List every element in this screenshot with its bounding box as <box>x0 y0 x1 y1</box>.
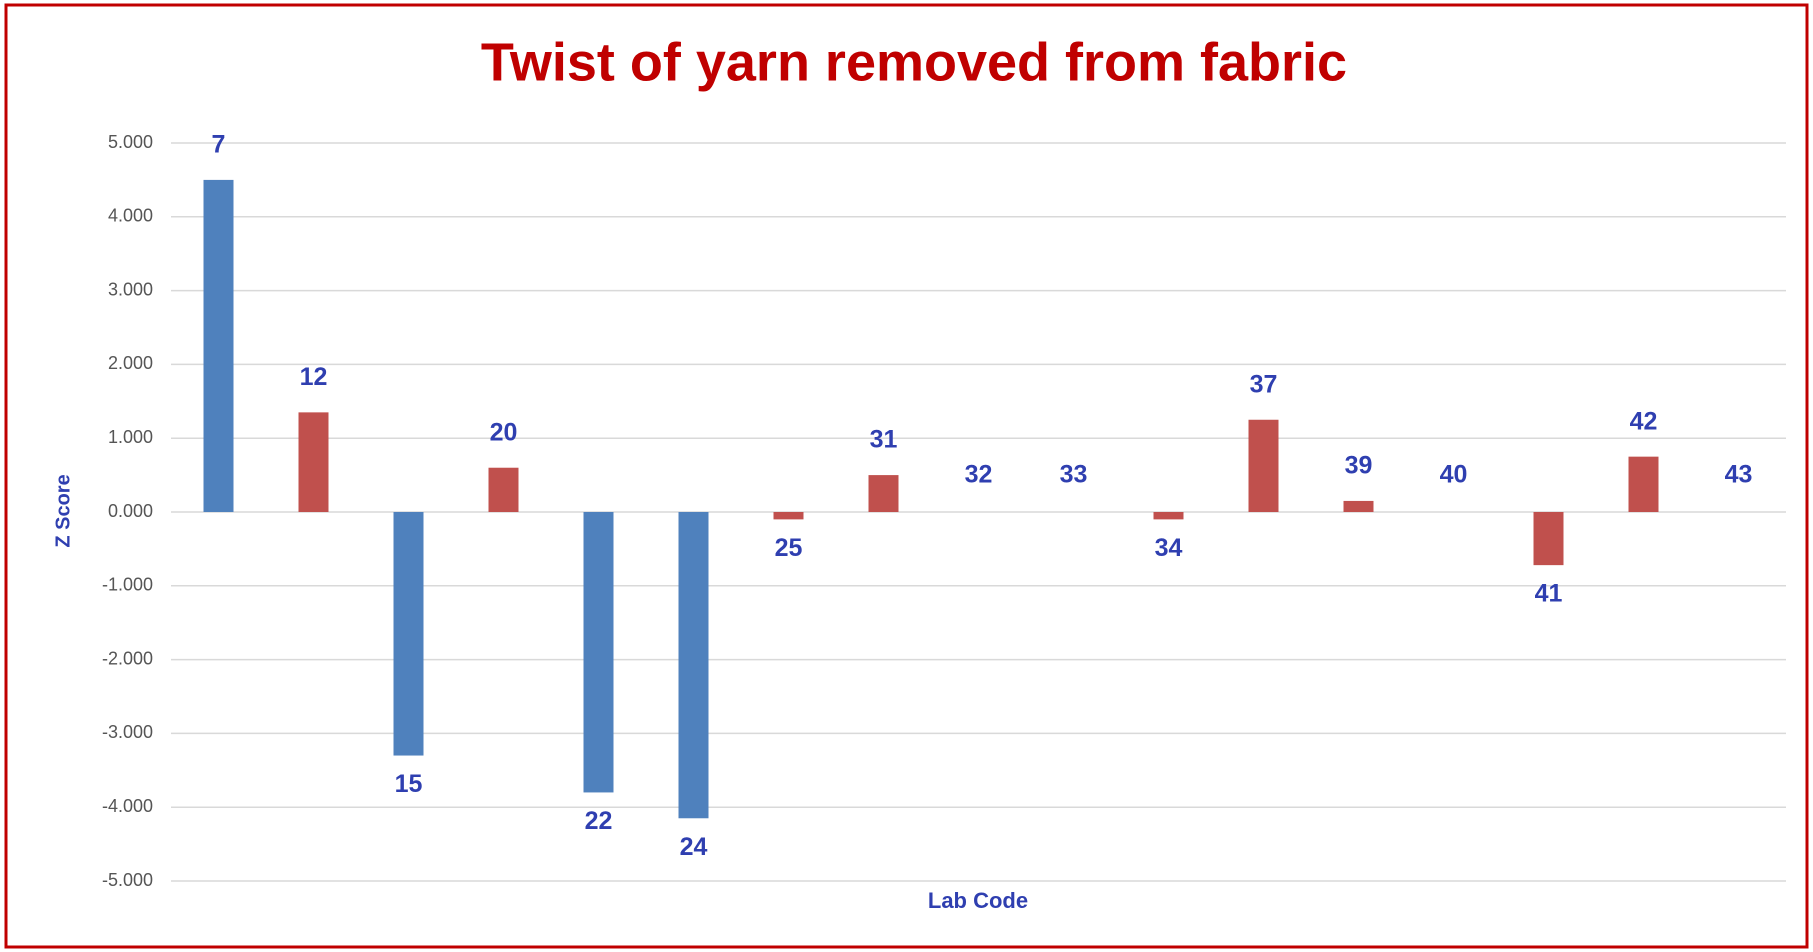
data-label: 15 <box>395 770 423 798</box>
bar <box>393 512 424 756</box>
y-tick-label: -1.000 <box>102 575 153 595</box>
data-label: 20 <box>490 418 518 446</box>
bar <box>488 467 519 512</box>
bar <box>203 179 234 512</box>
y-tick-label: -2.000 <box>102 648 153 668</box>
bar <box>678 512 709 819</box>
y-tick-label: -3.000 <box>102 722 153 742</box>
data-label: 31 <box>870 426 898 454</box>
data-label: 42 <box>1630 407 1658 435</box>
y-tick-label: 1.000 <box>108 427 153 447</box>
x-axis-label: Lab Code <box>928 888 1028 913</box>
data-label: 32 <box>965 461 993 489</box>
data-label: 37 <box>1250 370 1278 398</box>
data-label: 34 <box>1155 534 1183 562</box>
bar <box>298 412 329 512</box>
bar <box>1628 456 1659 512</box>
data-label: 24 <box>680 833 708 861</box>
y-tick-label: 3.000 <box>108 279 153 299</box>
data-label: 12 <box>300 363 328 391</box>
y-tick-label: 4.000 <box>108 206 153 226</box>
data-label: 43 <box>1725 461 1753 489</box>
data-label: 7 <box>212 131 226 159</box>
bar <box>1343 500 1374 512</box>
chart-title: Twist of yarn removed from fabric <box>481 32 1347 92</box>
bar <box>1248 419 1279 512</box>
y-tick-label: -4.000 <box>102 796 153 816</box>
y-tick-label: 0.000 <box>108 501 153 521</box>
y-axis-label: Z Score <box>52 474 74 547</box>
data-label: 40 <box>1440 461 1468 489</box>
data-label: 33 <box>1060 461 1088 489</box>
data-label: 41 <box>1535 580 1563 608</box>
bar <box>583 512 614 793</box>
bar <box>1533 512 1564 566</box>
bar <box>1153 512 1184 520</box>
data-label: 39 <box>1345 452 1373 480</box>
y-tick-label: -5.000 <box>102 870 153 890</box>
data-label: 25 <box>775 534 803 562</box>
bar <box>868 475 899 512</box>
data-label: 22 <box>585 807 613 835</box>
y-tick-label: 5.000 <box>108 132 153 152</box>
chart-frame <box>4 3 1809 949</box>
bar <box>773 512 804 520</box>
y-tick-label: 2.000 <box>108 353 153 373</box>
